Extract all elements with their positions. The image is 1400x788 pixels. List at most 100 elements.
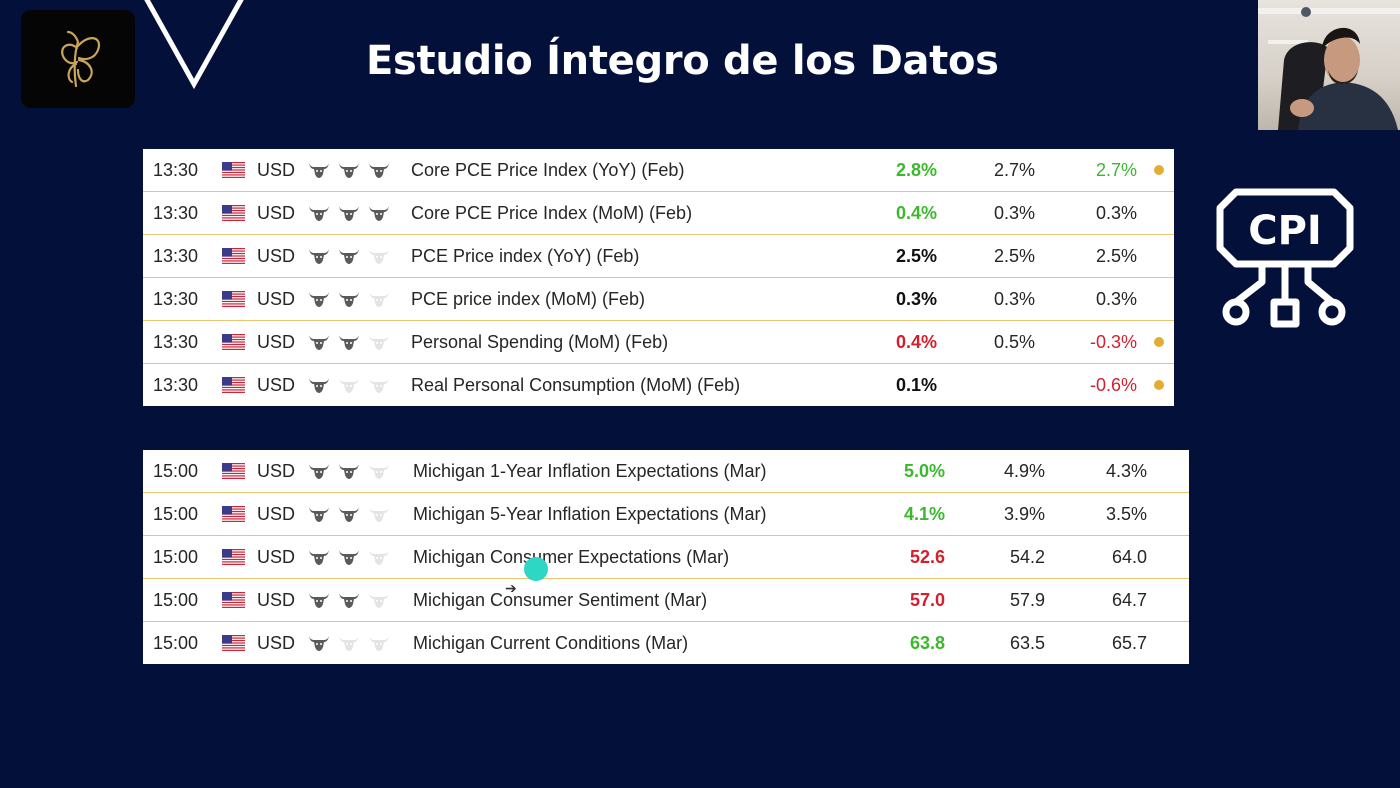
event-currency: USD	[257, 633, 296, 653]
importance-rating	[307, 536, 391, 578]
importance-rating	[307, 321, 391, 363]
cursor-highlight	[524, 557, 548, 581]
importance-bull-icon	[337, 633, 361, 653]
actual-value: 57.0	[909, 590, 945, 610]
event-name[interactable]: PCE Price index (YoY) (Feb)	[411, 246, 640, 266]
previous-value: 64.7	[1111, 590, 1147, 610]
us-flag-icon	[222, 506, 245, 522]
event-name[interactable]: Michigan 5-Year Inflation Expectations (…	[413, 504, 767, 524]
calendar-row[interactable]: 13:30 USD Core PCE Price Index (MoM) (Feb)…	[143, 192, 1174, 235]
forecast-value: 3.9%	[1003, 504, 1045, 524]
importance-bull-icon	[367, 590, 391, 610]
importance-bull-icon	[337, 332, 361, 352]
event-name[interactable]: Real Personal Consumption (MoM) (Feb)	[411, 375, 741, 395]
importance-bull-icon	[337, 504, 361, 524]
importance-rating	[307, 235, 391, 277]
forecast-value: 0.3%	[993, 203, 1035, 223]
importance-bull-icon	[337, 289, 361, 309]
forecast-value: 63.5	[1009, 633, 1045, 653]
importance-bull-icon	[337, 203, 361, 223]
actual-value: 63.8	[909, 633, 945, 653]
event-currency: USD	[257, 461, 296, 481]
event-currency: USD	[257, 590, 296, 610]
importance-bull-icon	[307, 504, 331, 524]
importance-bull-icon	[307, 332, 331, 352]
event-name[interactable]: Personal Spending (MoM) (Feb)	[411, 332, 669, 352]
previous-value: 0.3%	[1095, 289, 1137, 309]
importance-bull-icon	[367, 160, 391, 180]
event-time: 15:00	[153, 461, 199, 481]
calendar-row[interactable]: 15:00 USD Michigan 5-Year Inflation Expect…	[143, 493, 1189, 536]
us-flag-icon	[222, 334, 245, 350]
event-name[interactable]: Core PCE Price Index (MoM) (Feb)	[411, 203, 693, 223]
previous-value: -0.3%	[1089, 332, 1137, 352]
actual-value: 2.8%	[895, 160, 937, 180]
us-flag-icon	[222, 377, 245, 393]
event-name[interactable]: Core PCE Price Index (YoY) (Feb)	[411, 160, 685, 180]
calendar-row[interactable]: 13:30 USD Real Personal Consumption (MoM) …	[143, 364, 1174, 406]
importance-rating	[307, 364, 391, 406]
importance-bull-icon	[367, 246, 391, 266]
previous-value: 3.5%	[1105, 504, 1147, 524]
importance-bull-icon	[307, 547, 331, 567]
calendar-row[interactable]: 15:00 USD Michigan Current Conditions (Mar…	[143, 622, 1189, 664]
actual-value: 0.4%	[895, 203, 937, 223]
cpi-chip-icon: CPI	[1216, 188, 1354, 328]
event-time: 13:30	[153, 246, 199, 266]
actual-value: 0.1%	[895, 375, 937, 395]
chevron-down-outline-icon	[144, 0, 244, 90]
previous-value: -0.6%	[1089, 375, 1137, 395]
importance-bull-icon	[307, 461, 331, 481]
importance-bull-icon	[367, 203, 391, 223]
actual-value: 0.4%	[895, 332, 937, 352]
us-flag-icon	[222, 205, 245, 221]
importance-bull-icon	[337, 375, 361, 395]
event-name[interactable]: Michigan 1-Year Inflation Expectations (…	[413, 461, 767, 481]
importance-bull-icon	[337, 160, 361, 180]
event-name[interactable]: PCE price index (MoM) (Feb)	[411, 289, 646, 309]
actual-value: 5.0%	[903, 461, 945, 481]
forecast-value: 0.3%	[993, 289, 1035, 309]
event-currency: USD	[257, 246, 296, 266]
previous-value: 65.7	[1111, 633, 1147, 653]
actual-value: 2.5%	[895, 246, 937, 266]
us-flag-icon	[222, 248, 245, 264]
forecast-value: 4.9%	[1003, 461, 1045, 481]
importance-bull-icon	[307, 246, 331, 266]
importance-bull-icon	[367, 504, 391, 524]
previous-value: 0.3%	[1095, 203, 1137, 223]
calendar-row[interactable]: 15:00 USD Michigan 1-Year Inflation Expect…	[143, 450, 1189, 493]
us-flag-icon	[222, 291, 245, 307]
event-name[interactable]: Michigan Current Conditions (Mar)	[413, 633, 689, 653]
forecast-value: 0.5%	[993, 332, 1035, 352]
importance-rating	[307, 450, 391, 492]
importance-rating	[307, 278, 391, 320]
event-currency: USD	[257, 203, 296, 223]
previous-value: 4.3%	[1105, 461, 1147, 481]
importance-bull-icon	[307, 289, 331, 309]
calendar-row[interactable]: 15:00 USD Michigan Consumer Sentiment (Mar…	[143, 579, 1189, 622]
event-name[interactable]: Michigan Consumer Sentiment (Mar)	[413, 590, 708, 610]
economic-calendar-pce: 13:30 USD Core PCE Price Index (YoY) (Feb)…	[143, 149, 1174, 406]
event-time: 15:00	[153, 547, 199, 567]
calendar-row[interactable]: 15:00 USD Michigan Consumer Expectations (…	[143, 536, 1189, 579]
event-time: 15:00	[153, 504, 199, 524]
event-name[interactable]: Michigan Consumer Expectations (Mar)	[413, 547, 730, 567]
event-currency: USD	[257, 332, 296, 352]
calendar-row[interactable]: 13:30 USD PCE Price index (YoY) (Feb) 2.5% 2…	[143, 235, 1174, 278]
importance-bull-icon	[307, 160, 331, 180]
us-flag-icon	[222, 463, 245, 479]
importance-bull-icon	[367, 547, 391, 567]
importance-bull-icon	[337, 246, 361, 266]
actual-value: 0.3%	[895, 289, 937, 309]
forecast-value: 54.2	[1009, 547, 1045, 567]
importance-bull-icon	[367, 461, 391, 481]
calendar-row[interactable]: 13:30 USD Core PCE Price Index (YoY) (Feb)…	[143, 149, 1174, 192]
actual-value: 4.1%	[903, 504, 945, 524]
calendar-row[interactable]: 13:30 USD Personal Spending (MoM) (Feb) 0.4…	[143, 321, 1174, 364]
importance-bull-icon	[337, 461, 361, 481]
previous-value: 64.0	[1111, 547, 1147, 567]
importance-bull-icon	[367, 375, 391, 395]
cpi-icon-text: CPI	[1248, 208, 1322, 254]
calendar-row[interactable]: 13:30 USD PCE price index (MoM) (Feb) 0.3% 0…	[143, 278, 1174, 321]
